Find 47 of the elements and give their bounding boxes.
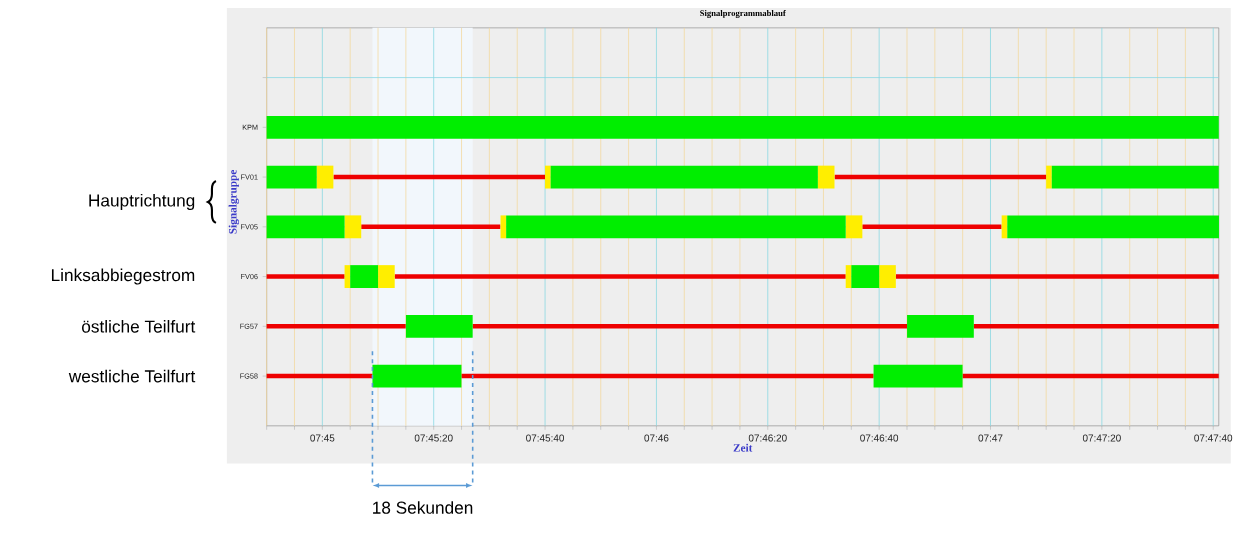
x-tick-label: 07:45:20 — [414, 434, 453, 442]
bar — [907, 314, 974, 338]
bar — [266, 323, 406, 329]
bar — [845, 215, 863, 239]
bar — [344, 215, 362, 239]
bar — [545, 165, 551, 189]
bar — [378, 265, 395, 288]
bar — [372, 364, 462, 388]
bar — [266, 215, 345, 239]
bar — [973, 323, 1219, 329]
x-tick-label: 07:45:40 — [526, 434, 565, 442]
bar — [266, 165, 317, 189]
x-tick-label: 07:47:20 — [1082, 434, 1121, 442]
chart-title: Signalprogrammablauf — [700, 9, 786, 18]
bar — [1051, 165, 1219, 189]
y-axis-title: Signalgruppe — [228, 169, 239, 234]
bar — [550, 165, 818, 189]
x-tick-label: 07:45 — [310, 434, 335, 442]
bar — [266, 115, 1219, 139]
bar — [266, 274, 345, 279]
x-tick-label: 07:46:40 — [860, 434, 899, 442]
x-tick-label: 07:46:20 — [748, 434, 787, 442]
bar — [879, 265, 896, 288]
text: Linksabbiegestrom — [51, 268, 195, 285]
bar — [873, 364, 963, 388]
bar — [472, 323, 908, 329]
x-tick-label: 07:46 — [644, 434, 669, 442]
bar — [350, 265, 379, 288]
text: Hauptrichtung — [89, 193, 195, 210]
bar — [405, 314, 473, 338]
band-label: 18 Sekunden — [373, 501, 473, 514]
x-tick-label: 07:47:40 — [1194, 434, 1233, 442]
bar — [895, 274, 1219, 279]
x-tick-label: 07:47 — [978, 434, 1003, 442]
bar — [817, 165, 835, 189]
bar — [851, 265, 880, 288]
bar — [1001, 215, 1008, 239]
text: östliche Teilfurt — [81, 319, 196, 333]
x-axis-title: Zeit — [733, 443, 753, 452]
bar — [506, 215, 846, 239]
bar — [1046, 165, 1052, 189]
bar — [845, 265, 852, 288]
bar — [1007, 215, 1219, 239]
bar — [344, 265, 351, 288]
text: westliche Teilfurt — [68, 369, 196, 383]
bar — [316, 165, 334, 189]
bar — [394, 274, 846, 279]
